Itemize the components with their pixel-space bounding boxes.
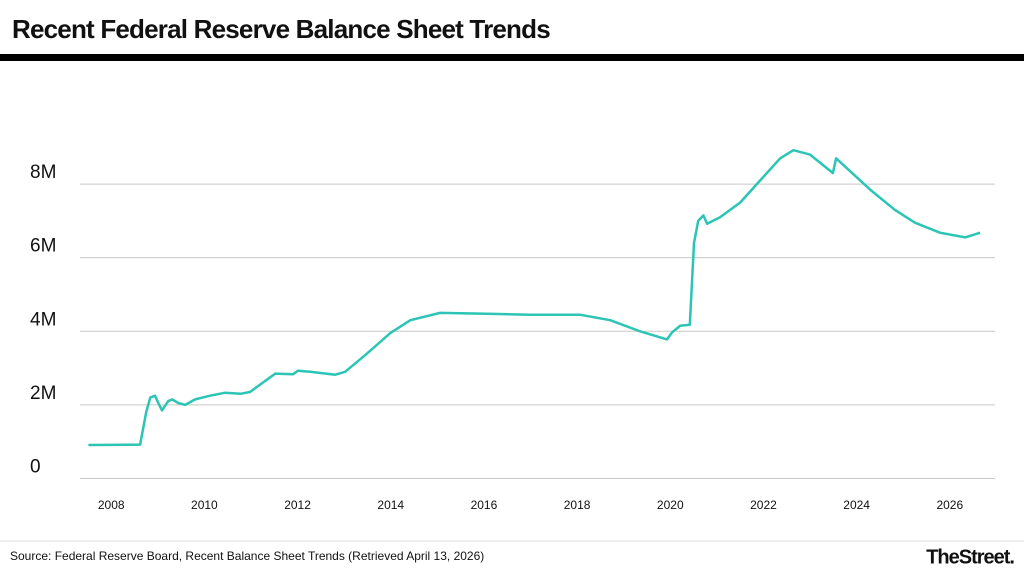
y-tick-label: 2M [30,383,56,404]
x-tick-label: 2022 [750,498,777,512]
x-tick-label: 2014 [377,498,404,512]
title-rule [0,54,1024,61]
x-tick-label: 2026 [936,498,963,512]
y-tick-label: 8M [30,162,56,183]
y-tick-label: 6M [30,236,56,257]
x-tick-label: 2018 [564,498,591,512]
y-tick-label: 0 [30,456,41,477]
x-tick-label: 2016 [471,498,498,512]
chart-title: Recent Federal Reserve Balance Sheet Tre… [12,14,550,44]
x-tick-label: 2024 [843,498,870,512]
x-tick-label: 2010 [191,498,218,512]
logo: TheStreet. [926,546,1014,568]
x-tick-label: 2012 [284,498,311,512]
source-note: Source: Federal Reserve Board, Recent Ba… [10,549,484,563]
x-tick-label: 2020 [657,498,684,512]
x-tick-label: 2008 [98,498,125,512]
data-line [88,148,981,447]
y-tick-label: 4M [30,309,56,330]
